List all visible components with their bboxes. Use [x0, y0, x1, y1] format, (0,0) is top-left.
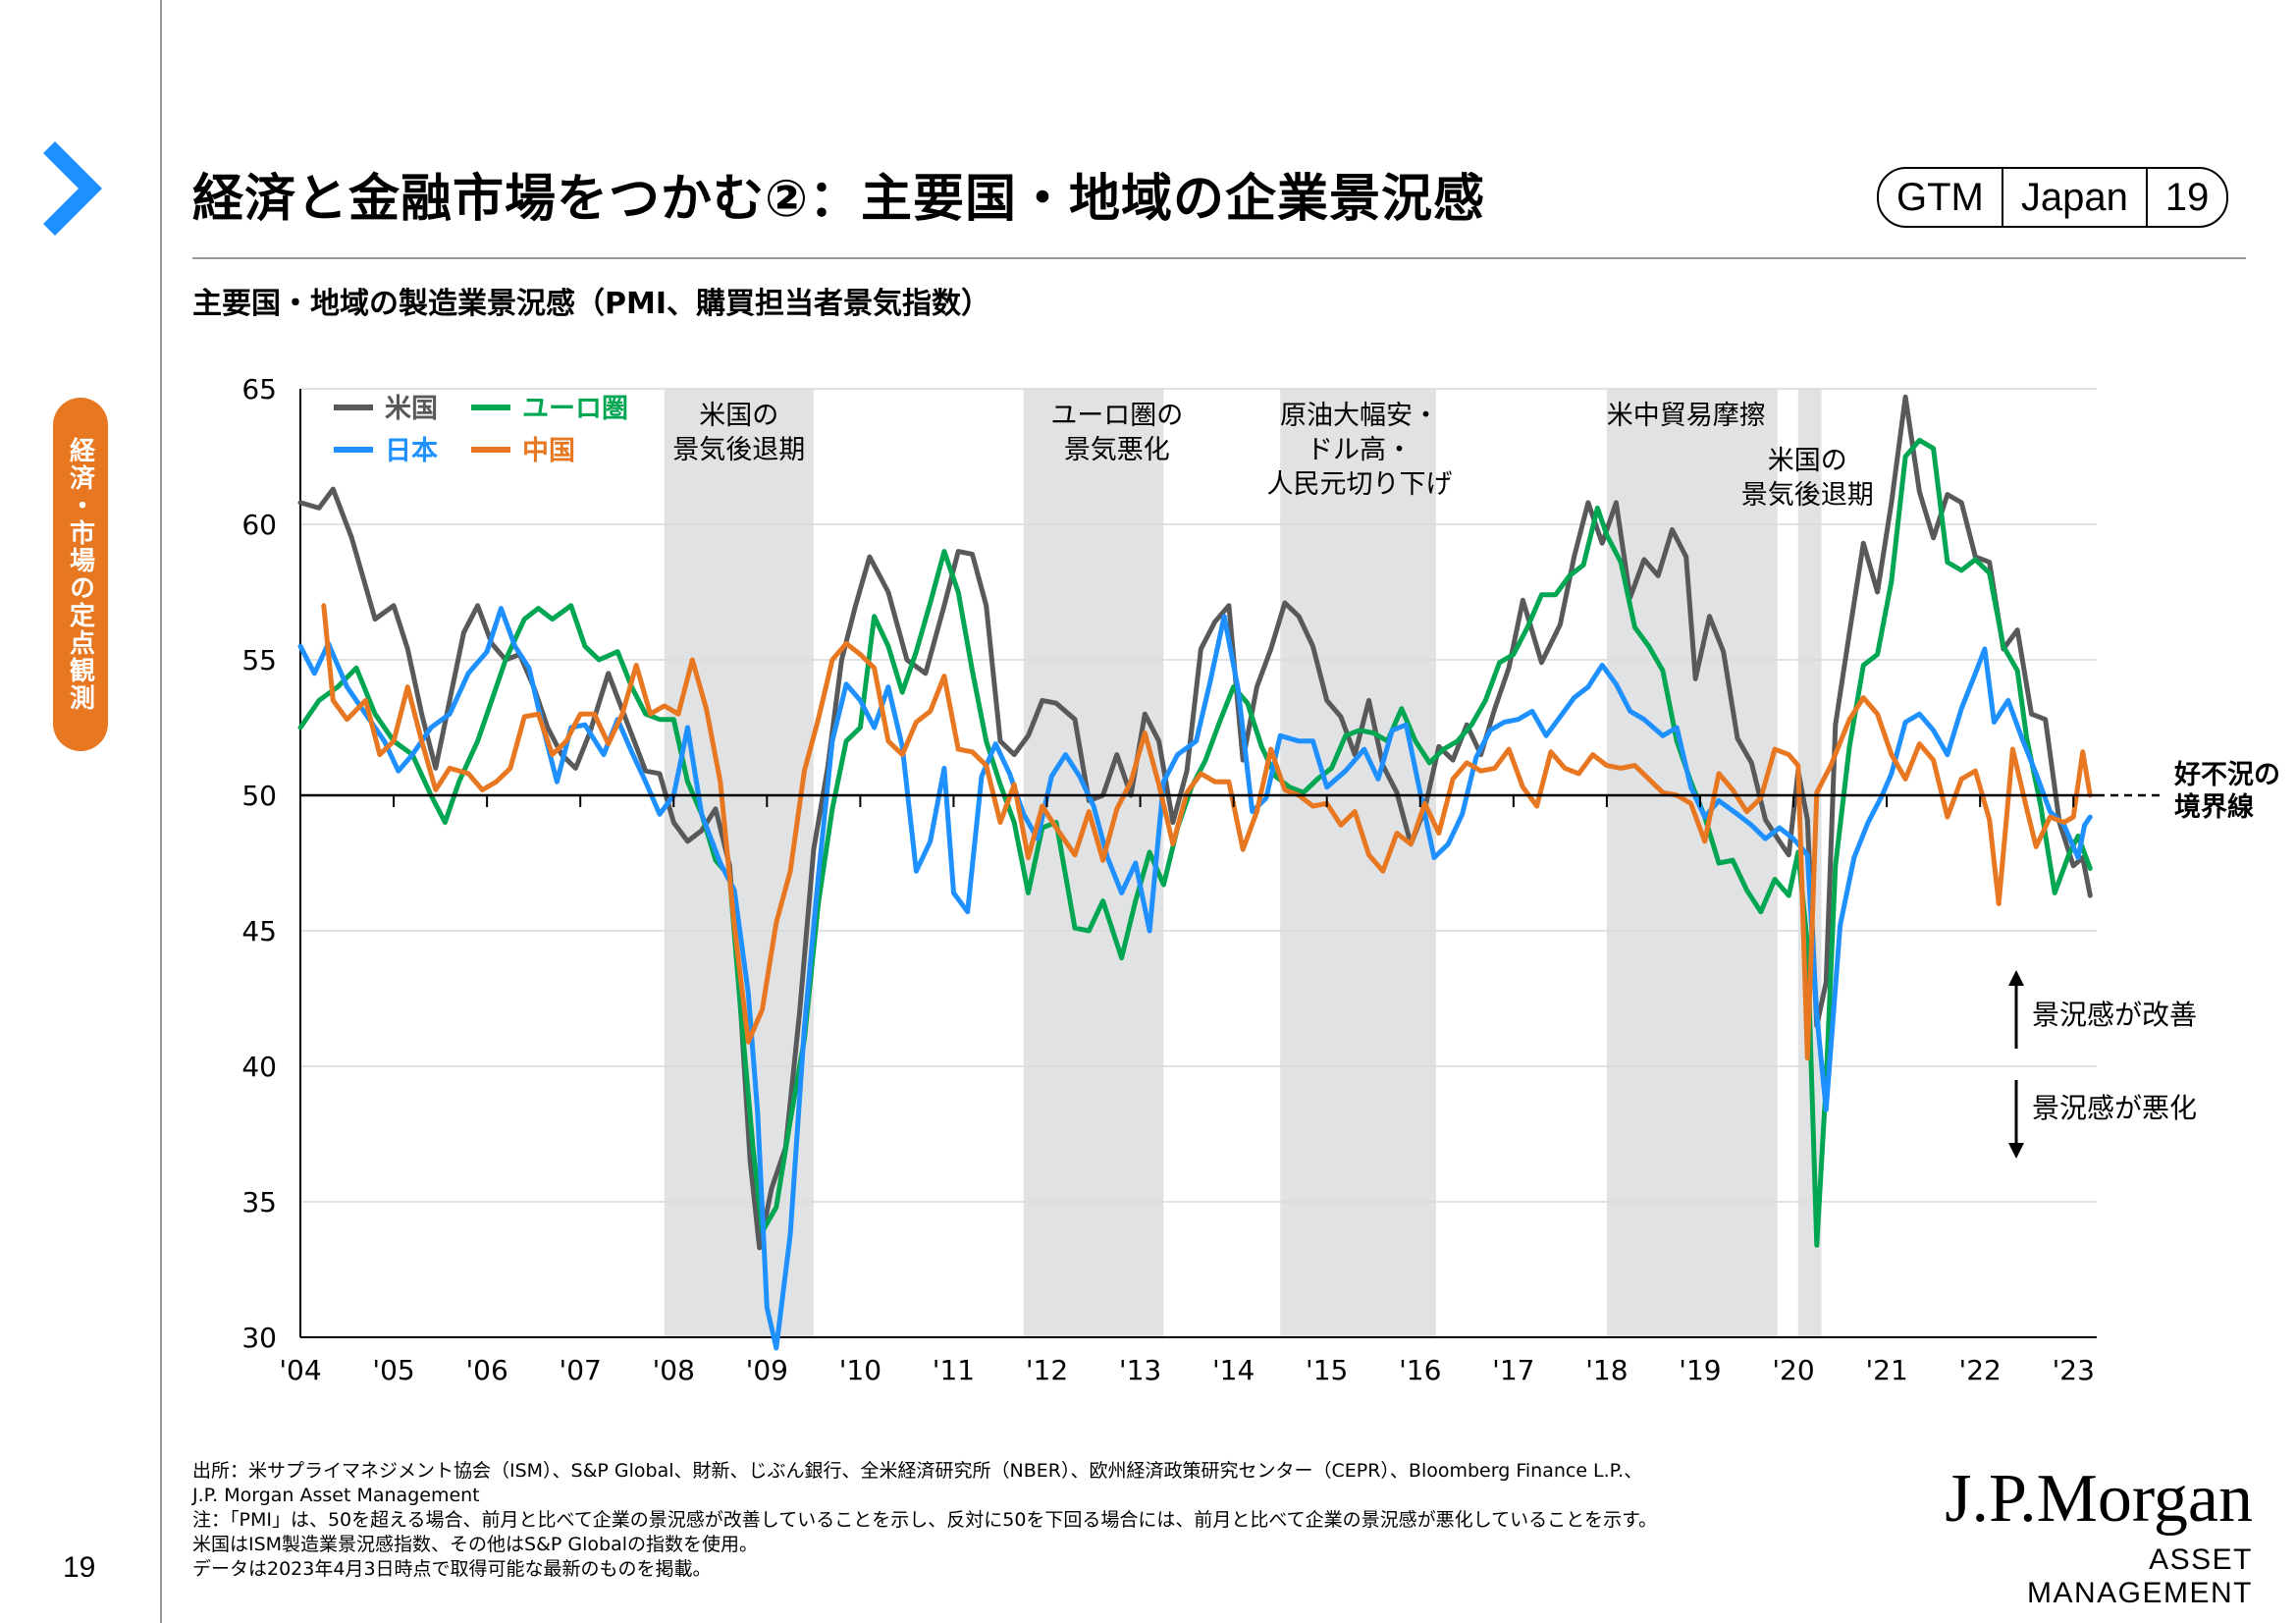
- x-tick-label: '15: [1306, 1354, 1348, 1386]
- logo-sub: ASSET MANAGEMENT: [2026, 1543, 2253, 1609]
- shaded-period-label: 米国の: [699, 401, 778, 431]
- x-tick-label: '13: [1119, 1354, 1161, 1386]
- section-tab[interactable]: 経済・市場の定点観測: [53, 398, 108, 751]
- x-tick-label: '18: [1585, 1354, 1628, 1386]
- chevron-right-icon: [43, 141, 102, 236]
- logo-name: J.P.Morgan: [1945, 1461, 2253, 1537]
- shaded-period-label: ユーロ圏の: [1050, 401, 1183, 431]
- x-tick-label: '23: [2053, 1354, 2095, 1386]
- shaded-period: [1280, 389, 1436, 1337]
- legend-label: 日本: [385, 436, 438, 466]
- arrow-up-head: [2008, 970, 2024, 986]
- x-tick-label: '10: [839, 1354, 881, 1386]
- x-tick-label: '20: [1772, 1354, 1814, 1386]
- footnote-line: 注：「PMI」は、50を超える場合、前月と比べて企業の景況感が改善していることを…: [192, 1509, 1658, 1531]
- x-tick-label: '14: [1212, 1354, 1255, 1386]
- shaded-period: [1606, 389, 1778, 1337]
- annotation-worsen: 景況感が悪化: [2032, 1092, 2197, 1124]
- series-line: [321, 603, 2093, 1061]
- footnotes: 出所：米サプライマネジメント協会（ISM）、S&P Global、財新、じぶん銀…: [192, 1459, 1920, 1582]
- shaded-period-label: 原油大幅安・: [1280, 401, 1439, 431]
- page-number: 19: [63, 1551, 96, 1584]
- shaded-period-label: 米中貿易摩擦: [1607, 401, 1766, 431]
- x-tick-label: '07: [560, 1354, 602, 1386]
- jpmorgan-logo: J.P.Morgan ASSET MANAGEMENT: [1939, 1465, 2253, 1610]
- x-tick-label: '17: [1492, 1354, 1534, 1386]
- x-tick-label: '12: [1026, 1354, 1068, 1386]
- footnote-line: 米国はISM製造業景況感指数、その他はS&P Globalの指数を使用。: [192, 1534, 759, 1555]
- header-rule: [192, 257, 2246, 259]
- legend-label: 中国: [522, 436, 575, 466]
- x-tick-label: '08: [653, 1354, 695, 1386]
- y-tick-label: 60: [241, 509, 277, 541]
- reference-label: 好不況の: [2173, 760, 2280, 790]
- reference-label: 境界線: [2174, 791, 2254, 823]
- legend-label: ユーロ圏: [522, 394, 628, 424]
- annotation-improve: 景況感が改善: [2032, 999, 2197, 1031]
- section-tab-label: 経済・市場の定点観測: [65, 437, 95, 712]
- shaded-period-label: 米国の: [1768, 446, 1847, 476]
- shaded-period-label: 人民元切り下げ: [1266, 469, 1452, 500]
- x-tick-label: '19: [1679, 1354, 1721, 1386]
- x-tick-label: '22: [1959, 1354, 2002, 1386]
- x-tick-label: '11: [933, 1354, 975, 1386]
- badge-page: 19: [2145, 169, 2226, 226]
- legend-label: 米国: [385, 394, 438, 424]
- badge-gtm: GTM: [1896, 176, 1984, 219]
- footnote-line: データは2023年4月3日時点で取得可能な最新のものを掲載。: [192, 1558, 712, 1580]
- page-title: 経済と金融市場をつかむ②：主要国・地域の企業景況感: [192, 170, 1486, 229]
- shaded-period: [664, 389, 814, 1337]
- shaded-period: [1023, 389, 1164, 1337]
- y-tick-label: 50: [241, 780, 277, 812]
- series-line: [297, 437, 2093, 1248]
- x-tick-label: '16: [1399, 1354, 1441, 1386]
- shaded-period-label: ドル高・: [1307, 435, 1413, 465]
- y-tick-label: 35: [241, 1186, 277, 1218]
- footnote-line: 出所：米サプライマネジメント協会（ISM）、S&P Global、財新、じぶん銀…: [192, 1460, 1643, 1482]
- shaded-period-label: 景気悪化: [1064, 435, 1170, 465]
- x-tick-label: '06: [465, 1354, 507, 1386]
- y-tick-label: 30: [241, 1322, 277, 1354]
- arrow-down-head: [2008, 1143, 2024, 1159]
- gtm-badge: GTM Japan 19: [1877, 167, 2229, 228]
- x-tick-label: '21: [1865, 1354, 1907, 1386]
- series-line: [297, 606, 2093, 1351]
- badge-region: Japan: [2001, 169, 2146, 226]
- y-tick-label: 55: [241, 644, 277, 676]
- x-tick-label: '04: [279, 1354, 321, 1386]
- y-tick-label: 45: [241, 915, 277, 947]
- shaded-period-label: 景気後退期: [672, 435, 805, 465]
- shaded-period-label: 景気後退期: [1741, 480, 1874, 511]
- y-tick-label: 40: [241, 1051, 277, 1083]
- x-tick-label: '05: [372, 1354, 414, 1386]
- sidebar-divider: [160, 0, 162, 1623]
- y-tick-label: 65: [241, 373, 277, 406]
- chart-subtitle: 主要国・地域の製造業景況感（PMI、購買担当者景気指数）: [192, 287, 991, 321]
- x-tick-label: '09: [746, 1354, 788, 1386]
- footnote-line: J.P. Morgan Asset Management: [192, 1485, 480, 1506]
